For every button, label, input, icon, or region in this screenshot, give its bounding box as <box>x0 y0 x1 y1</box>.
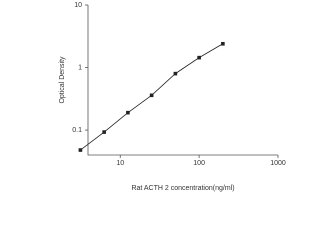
axes <box>87 5 278 156</box>
x-axis-label: Rat ACTH 2 concentration(ng/ml) <box>131 185 234 192</box>
point <box>197 55 201 60</box>
x-tick-label: 100 <box>193 160 205 167</box>
x-tick-label: 10 <box>116 160 124 167</box>
y-axis-label: Optical Density <box>59 56 66 104</box>
point <box>102 130 106 134</box>
y-tick-label: 0.1 <box>72 127 82 134</box>
x-tick-label: 1000 <box>270 160 286 167</box>
chart: Rat ACTH 2 concentration(ng/ml) Optical … <box>59 2 286 192</box>
point <box>78 148 83 152</box>
point <box>126 110 130 115</box>
y-tick-label: 10 <box>74 2 82 9</box>
point <box>149 93 154 98</box>
point <box>221 41 225 46</box>
y-tick-label: 1 <box>78 64 82 71</box>
point <box>173 71 178 76</box>
